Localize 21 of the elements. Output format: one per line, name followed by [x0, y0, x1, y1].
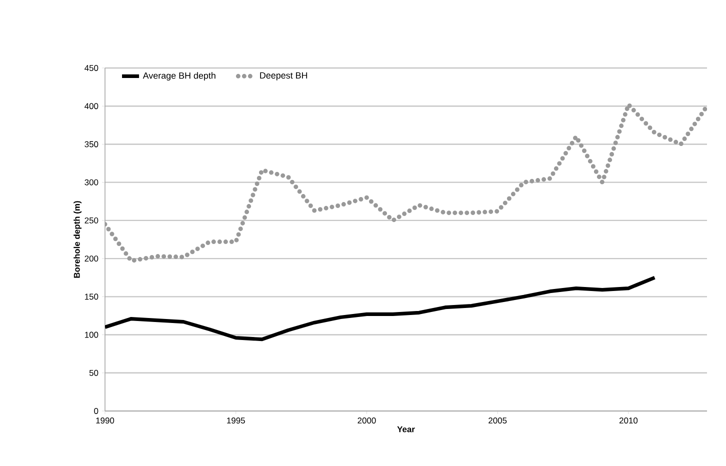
y-tick-label: 350 [84, 141, 98, 148]
x-tick-label: 2010 [619, 418, 638, 424]
y-axis-title: Borehole depth (m) [74, 201, 82, 278]
legend-label: Average BH depth [142, 72, 216, 81]
y-tick-label: 200 [84, 256, 98, 262]
x-tick-label: 2000 [358, 418, 376, 424]
x-tick-label: 1990 [96, 418, 114, 424]
x-axis-title: Year [397, 426, 415, 432]
legend-label: Deepest BH [260, 72, 308, 80]
y-tick-label: 400 [84, 103, 98, 110]
y-tick-label: 100 [85, 332, 98, 338]
y-tick-label: 250 [84, 217, 98, 224]
y-tick-label: 0 [94, 408, 98, 414]
y-tick-label: 50 [89, 370, 98, 376]
y-tick-label: 450 [84, 65, 98, 71]
x-tick-label: 1995 [227, 418, 245, 424]
y-tick-label: 150 [85, 294, 98, 300]
line-series [105, 276, 656, 342]
y-tick-label: 300 [84, 179, 98, 186]
x-tick-label: 2005 [488, 418, 507, 424]
line-series [105, 102, 708, 264]
